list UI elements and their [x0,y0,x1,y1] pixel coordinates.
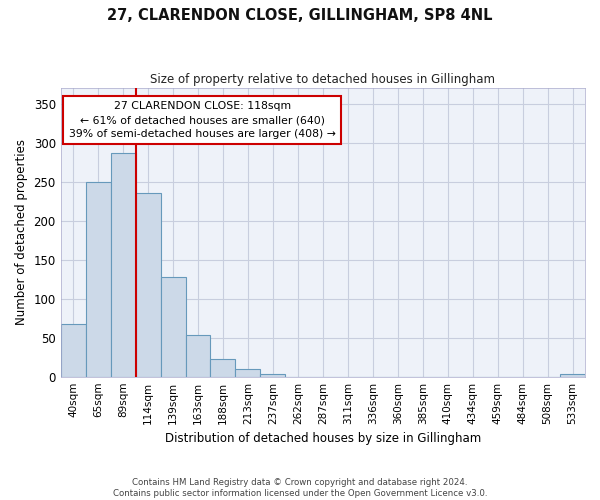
Title: Size of property relative to detached houses in Gillingham: Size of property relative to detached ho… [151,72,496,86]
Bar [211,358,235,376]
Bar [161,277,185,376]
X-axis label: Distribution of detached houses by size in Gillingham: Distribution of detached houses by size … [165,432,481,445]
Bar [136,192,161,376]
Text: 27 CLARENDON CLOSE: 118sqm
← 61% of detached houses are smaller (640)
39% of sem: 27 CLARENDON CLOSE: 118sqm ← 61% of deta… [69,101,335,139]
Bar [235,369,260,376]
Bar [560,374,585,376]
Bar [110,153,136,376]
Bar [86,182,110,376]
Bar [185,336,211,376]
Y-axis label: Number of detached properties: Number of detached properties [15,140,28,326]
Text: Contains HM Land Registry data © Crown copyright and database right 2024.
Contai: Contains HM Land Registry data © Crown c… [113,478,487,498]
Text: 27, CLARENDON CLOSE, GILLINGHAM, SP8 4NL: 27, CLARENDON CLOSE, GILLINGHAM, SP8 4NL [107,8,493,22]
Bar [260,374,286,376]
Bar [61,324,86,376]
